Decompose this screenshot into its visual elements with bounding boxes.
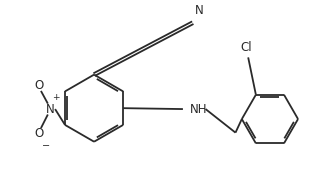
Text: +: + — [52, 93, 60, 102]
Text: O: O — [34, 79, 44, 92]
Text: O: O — [34, 127, 44, 140]
Text: Cl: Cl — [241, 41, 252, 54]
Text: N: N — [195, 4, 204, 17]
Text: −: − — [42, 141, 50, 151]
Text: NH: NH — [190, 102, 208, 116]
Text: N: N — [46, 102, 55, 116]
